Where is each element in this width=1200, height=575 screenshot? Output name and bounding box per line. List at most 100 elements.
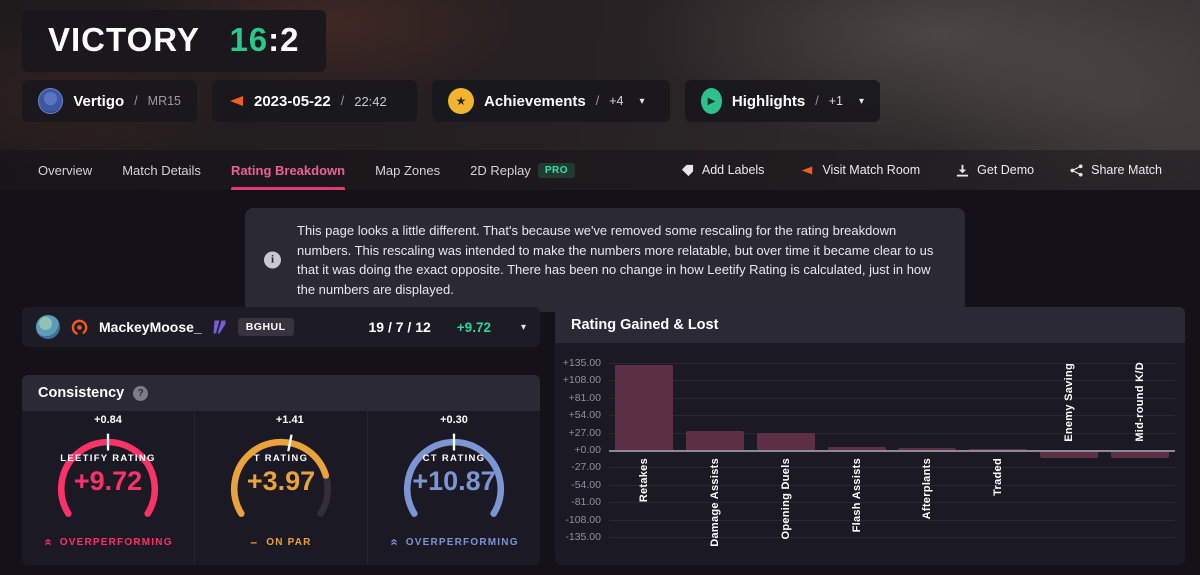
- match-date: 2023-05-22: [254, 92, 331, 110]
- map-chip: Vertigo / MR15: [22, 80, 197, 122]
- bar-slot: Mid-round K/D: [1104, 362, 1175, 537]
- y-tick-label: -135.00: [565, 531, 601, 543]
- gauge-status: » OVERPERFORMING: [368, 535, 540, 550]
- match-result-box: VICTORY 16:2: [22, 10, 326, 72]
- y-tick-label: -27.00: [571, 461, 601, 474]
- gridline: [609, 484, 1175, 486]
- gauge-row: +0.84 LEETIFY RATING +9.72 » OVERPERFORM…: [22, 411, 540, 565]
- tab-overview[interactable]: Overview: [38, 162, 93, 178]
- bar-label: Afterplants: [921, 458, 934, 520]
- chart-header: Rating Gained & Lost: [555, 307, 1185, 343]
- leetify-logo-icon: [213, 320, 226, 334]
- chart-body: +135.00 +108.00 +81.00 +54.00 +27.00 +0.00 -27…: [555, 343, 1185, 547]
- avatar: [36, 315, 60, 339]
- achievements-count: +4: [609, 94, 624, 108]
- player-kda: 19 / 7 / 12: [368, 319, 431, 335]
- bar-label: Flash Assists: [850, 458, 863, 533]
- tab-2d-replay[interactable]: 2D Replay PRO: [470, 150, 575, 190]
- get-demo-button[interactable]: Get Demo: [956, 163, 1034, 177]
- right-column: Rating Gained & Lost +135.00 +108.00 +81.0…: [555, 307, 1185, 565]
- gauge-status: – ON PAR: [195, 535, 367, 549]
- bar-slot: Flash Assists: [821, 363, 892, 537]
- chart-title: Rating Gained & Lost: [571, 317, 719, 333]
- download-icon: [957, 164, 969, 177]
- add-labels-button[interactable]: Add Labels: [681, 163, 765, 177]
- tab-rating-breakdown[interactable]: Rating Breakdown: [230, 150, 346, 190]
- chevron-down-icon[interactable]: ▾: [520, 321, 526, 333]
- gridline: [609, 380, 1175, 382]
- faceit-icon: [230, 96, 243, 106]
- tab-list: Overview Match Details Rating Breakdown …: [38, 150, 575, 190]
- gauge-label: T RATING: [253, 453, 309, 464]
- tab-2d-replay-label: 2D Replay: [470, 162, 531, 178]
- gridline: [609, 432, 1175, 434]
- gridline: [609, 502, 1175, 504]
- bar-label: Opening Duels: [779, 458, 792, 540]
- pro-badge: PRO: [537, 162, 575, 178]
- y-tick-label: +0.00: [574, 444, 601, 456]
- add-labels-label: Add Labels: [701, 163, 765, 177]
- gridline: [609, 519, 1175, 521]
- gridline: [609, 397, 1175, 399]
- y-tick-label: +135.00: [562, 357, 601, 369]
- overperforming-icon: »: [40, 537, 56, 546]
- result-text: VICTORY: [48, 21, 200, 58]
- bar-label: Enemy Saving: [1062, 363, 1075, 442]
- on-par-icon: –: [250, 535, 259, 549]
- faceit-level-icon: [70, 318, 89, 336]
- gauge-status-label: OVERPERFORMING: [59, 537, 173, 548]
- share-icon: [1070, 163, 1083, 177]
- y-tick-label: +27.00: [568, 426, 601, 439]
- gauge-delta: +0.30: [440, 414, 468, 426]
- gauge-ct-rating: +0.30 CT RATING +10.87 » OVERPERFORMING: [367, 411, 540, 565]
- player-rating: +9.72: [456, 319, 491, 335]
- y-tick-label: +81.00: [568, 391, 601, 404]
- match-meta-chips: Vertigo / MR15 2023-05-22 / 22:42 ★ Achi…: [22, 80, 880, 122]
- left-column: MackeyMoose_ BGHUL 19 / 7 / 12 +9.72 ▾ C…: [22, 307, 540, 565]
- gauge-delta: +0.84: [94, 414, 122, 426]
- gauge-status-label: ON PAR: [266, 536, 312, 548]
- gridline: [609, 467, 1175, 469]
- gauge-delta: +1.41: [275, 414, 304, 426]
- achievements-chip[interactable]: ★ Achievements / +4 ▾: [432, 80, 670, 122]
- highlights-chip[interactable]: ▶ Highlights / +1 ▾: [685, 80, 880, 122]
- highlights-play-icon: ▶: [701, 88, 722, 114]
- chevron-down-icon[interactable]: ▾: [639, 95, 645, 107]
- achievements-star-icon: ★: [448, 88, 474, 114]
- gridline: [609, 363, 1175, 364]
- consistency-panel: Consistency ? +0.84 LEETIFY RATING +9.72: [22, 375, 540, 565]
- share-match-button[interactable]: Share Match: [1070, 163, 1162, 177]
- tab-match-details[interactable]: Match Details: [122, 162, 201, 178]
- y-tick-label: +108.00: [562, 374, 601, 387]
- highlights-count: +1: [828, 94, 843, 108]
- content-columns: MackeyMoose_ BGHUL 19 / 7 / 12 +9.72 ▾ C…: [22, 307, 1185, 565]
- rescaling-info-banner: i This page looks a little different. Th…: [245, 208, 965, 312]
- match-time: 22:42: [354, 93, 387, 109]
- bar-label: Mid-round K/D: [1133, 362, 1146, 442]
- tag-icon: [681, 164, 693, 176]
- bar: [898, 448, 957, 450]
- y-axis-labels: +135.00 +108.00 +81.00 +54.00 +27.00 +0.00 -27…: [562, 357, 609, 543]
- bar: [756, 433, 815, 450]
- y-tick-label: -54.00: [571, 478, 601, 491]
- consistency-header: Consistency ?: [22, 375, 540, 411]
- player-row[interactable]: MackeyMoose_ BGHUL 19 / 7 / 12 +9.72 ▾: [22, 307, 540, 347]
- visit-match-room-button[interactable]: Visit Match Room: [800, 163, 920, 177]
- info-icon: i: [264, 251, 281, 269]
- share-match-label: Share Match: [1091, 163, 1162, 177]
- chevron-down-icon[interactable]: ▾: [858, 95, 864, 107]
- bar: [827, 447, 886, 450]
- tab-bar: Overview Match Details Rating Breakdown …: [0, 150, 1200, 190]
- help-icon[interactable]: ?: [133, 385, 149, 401]
- tab-map-zones[interactable]: Map Zones: [375, 162, 441, 178]
- match-score: 16:2: [229, 21, 299, 58]
- achievements-sep: /: [595, 94, 600, 108]
- overperforming-icon: »: [386, 537, 402, 546]
- bar-slot: Opening Duels: [751, 363, 822, 540]
- gauge-value: +3.97: [246, 466, 316, 496]
- gauge-leetify-rating: +0.84 LEETIFY RATING +9.72 » OVERPERFORM…: [22, 411, 194, 565]
- gauge-arc: [58, 433, 158, 517]
- bar: [615, 364, 674, 450]
- score-colon: :: [268, 21, 281, 58]
- clan-badge: BGHUL: [237, 318, 294, 336]
